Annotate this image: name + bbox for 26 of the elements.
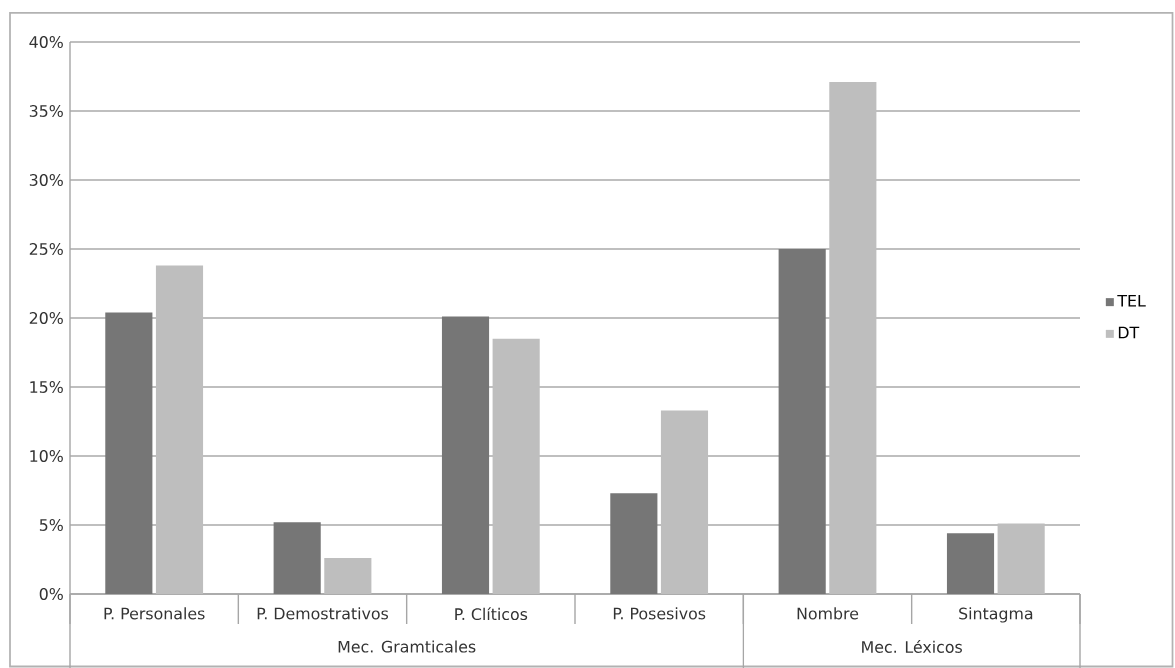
bar [610, 493, 658, 594]
y-tick-label: 20% [29, 312, 63, 324]
text: Mec. Gramticales [338, 640, 476, 653]
y-tick-label: 10% [30, 450, 63, 462]
text: Mec. Léxicos [862, 640, 962, 653]
bar [324, 558, 372, 594]
y-tick-label: 35% [29, 105, 63, 117]
legend-label: TEL [1117, 295, 1146, 307]
x-tick-label: P. Posesivos [613, 607, 706, 620]
x-tick-label: P. Demostrativos [257, 607, 389, 620]
y-tick-label: 25% [29, 243, 63, 255]
x-tick-label: Nombre [797, 607, 859, 620]
y-tick-label: 0% [39, 588, 63, 600]
y-tick-label: 5% [39, 519, 63, 531]
x-tick-label: P. Personales [104, 607, 205, 620]
bar [946, 533, 995, 594]
bar [441, 316, 490, 594]
bar [778, 249, 826, 594]
y-tick-label: 40% [29, 36, 63, 48]
bar [273, 522, 321, 594]
x-tick-label: P. Clíticos [455, 607, 528, 621]
bar [105, 312, 153, 594]
y-tick-label: 30% [29, 174, 63, 186]
legend-label: DT [1118, 326, 1140, 339]
x-tick-label: Sintagma [959, 607, 1033, 623]
y-tick-label: 15% [30, 381, 63, 393]
